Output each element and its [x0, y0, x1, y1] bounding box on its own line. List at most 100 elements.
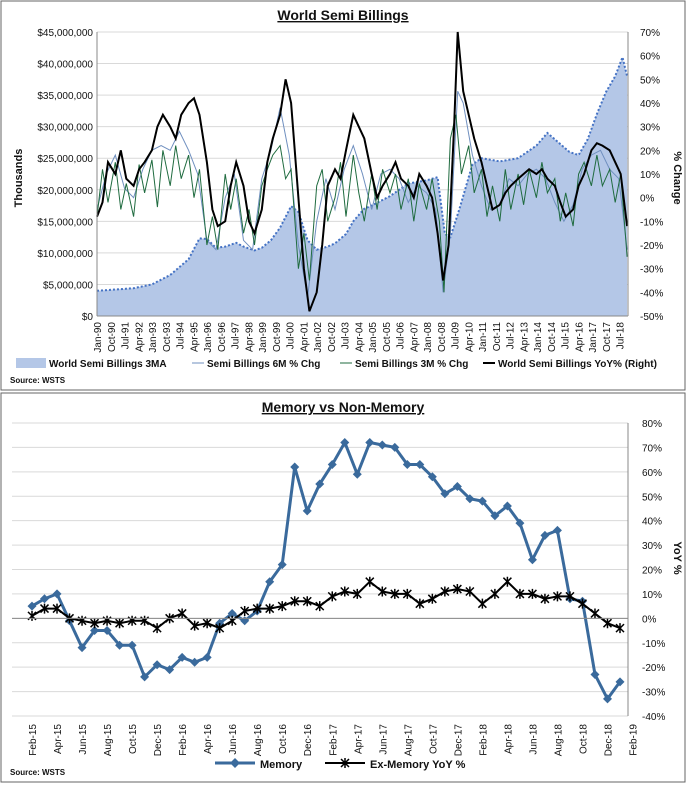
- y-tick-label-left: $45,000,000: [37, 28, 93, 39]
- memory-point: [115, 640, 125, 650]
- x-tick-label: Jul-94: [176, 322, 187, 350]
- ex-memory-point: [552, 591, 562, 602]
- x-tick-label: Feb-19: [629, 724, 640, 756]
- legend-marker: [230, 758, 240, 768]
- ex-memory-point: [39, 603, 50, 614]
- x-tick-label: Apr-01: [299, 322, 310, 352]
- y-tick-label-right: 50%: [640, 75, 660, 86]
- x-tick-label: Apr-92: [134, 322, 145, 352]
- memory-point: [127, 640, 137, 650]
- memory-point: [190, 657, 200, 667]
- ex-memory-point: [302, 596, 312, 607]
- ex-memory-point: [252, 603, 262, 614]
- x-tick-label: Jan-05: [368, 322, 379, 353]
- memory-point: [202, 652, 212, 662]
- panel-border: [0, 392, 686, 783]
- y-tick-label: 50%: [642, 492, 662, 503]
- memory-point: [52, 589, 62, 599]
- memory-point: [77, 643, 87, 653]
- memory-point: [602, 694, 612, 704]
- y-tick-label-left: $20,000,000: [37, 186, 93, 197]
- x-tick-label: Apr-98: [244, 322, 255, 352]
- memory-point: [265, 577, 275, 587]
- x-tick-label: Dec-15: [153, 724, 164, 757]
- ex-memory-point: [615, 623, 625, 634]
- memory-point: [402, 460, 412, 470]
- legend-label: Semi Billings 6M % Chg: [207, 359, 320, 370]
- memory-point: [352, 469, 362, 479]
- y-tick-label-right: 60%: [640, 52, 660, 63]
- line-memory: [31, 439, 622, 702]
- x-tick-label: Dec-16: [303, 724, 314, 757]
- memory-point: [315, 479, 325, 489]
- ex-memory-point: [390, 588, 400, 599]
- memory-point: [90, 626, 100, 636]
- ex-memory-point: [515, 588, 525, 599]
- x-tick-label: Oct-08: [437, 322, 448, 352]
- y-tick-label-right: -50%: [640, 312, 663, 323]
- memory-point: [302, 506, 312, 516]
- source-note: Source: WSTS: [10, 768, 66, 777]
- y-tick-label-left: $40,000,000: [37, 60, 93, 71]
- x-tick-label: Apr-15: [53, 724, 64, 754]
- ex-memory-point: [490, 588, 500, 599]
- memory-point: [590, 669, 600, 679]
- x-tick-label: Jan-11: [478, 322, 489, 352]
- memory-point: [390, 442, 400, 452]
- ex-memory-point: [465, 586, 475, 597]
- memory-point: [515, 518, 525, 528]
- x-tick-label: Feb-15: [28, 724, 39, 756]
- x-tick-label: Jul-18: [616, 322, 627, 350]
- x-tick-label: Apr-13: [519, 322, 530, 352]
- y-axis-label-right: YoY %: [671, 541, 683, 574]
- ex-memory-point: [265, 603, 275, 614]
- memory-point: [227, 608, 237, 618]
- x-tick-label: Oct-99: [272, 322, 283, 352]
- x-tick-label: Oct-11: [492, 322, 503, 352]
- line-6m-change: [96, 90, 628, 298]
- legend: Memory Ex-Memory YoY %: [215, 758, 466, 771]
- y-tick-label: 60%: [642, 468, 662, 479]
- y-tick-label-left: $15,000,000: [37, 217, 93, 228]
- legend-label: Ex-Memory YoY %: [370, 759, 466, 771]
- x-tick-label: Oct-93: [162, 322, 173, 352]
- x-tick-label: Jul-06: [396, 322, 407, 350]
- legend-label: World Semi Billings 3MA: [49, 359, 167, 370]
- memory-point: [327, 460, 337, 470]
- ex-memory-point: [90, 618, 100, 629]
- memory-point: [377, 440, 387, 450]
- memory-point: [527, 555, 537, 565]
- memory-point: [152, 660, 162, 670]
- axes: -40% -30% -20% -10% 0% 10% 20% 30% 40% 50% 60% 70% 8…: [12, 419, 665, 756]
- legend: World Semi Billings 3MA Semi Billings 6M …: [16, 358, 657, 370]
- memory-point: [27, 601, 37, 611]
- ex-memory-point: [402, 588, 412, 599]
- x-tick-label: Apr-10: [464, 322, 475, 352]
- memory-point: [277, 560, 287, 570]
- memory-point: [177, 652, 187, 662]
- area-series: [96, 53, 629, 316]
- memory-point: [552, 525, 562, 535]
- memory-point: [502, 501, 512, 511]
- line-3m-change: [96, 114, 628, 293]
- y-tick-label-right: 10%: [640, 170, 660, 181]
- ex-memory-point: [577, 598, 587, 609]
- source-note: Source: WSTS: [10, 376, 66, 385]
- memory-point: [340, 438, 350, 448]
- x-tick-label: Jun-16: [228, 724, 239, 755]
- y-tick-label-right: 20%: [640, 146, 660, 157]
- x-tick-label: Oct-96: [217, 322, 228, 352]
- ex-memory-point: [215, 623, 225, 634]
- axes: $0 $5,000,000 $10,000,000 $15,000,000 $20,00…: [37, 28, 663, 353]
- x-tick-label: Aug-17: [403, 724, 414, 757]
- line-series: [96, 31, 629, 312]
- panel-border: [0, 0, 686, 391]
- x-tick-label: Oct-05: [382, 322, 393, 352]
- y-tick-label-left: $5,000,000: [43, 280, 93, 291]
- panel-world-semi-billings: World Semi Billings $0 $5,000,000 $10,000,…: [0, 0, 686, 391]
- memory-point: [490, 511, 500, 521]
- memory-point: [40, 594, 50, 604]
- legend-label: Semi Billings 3M % Chg: [355, 359, 468, 370]
- ex-memory-point: [240, 606, 250, 617]
